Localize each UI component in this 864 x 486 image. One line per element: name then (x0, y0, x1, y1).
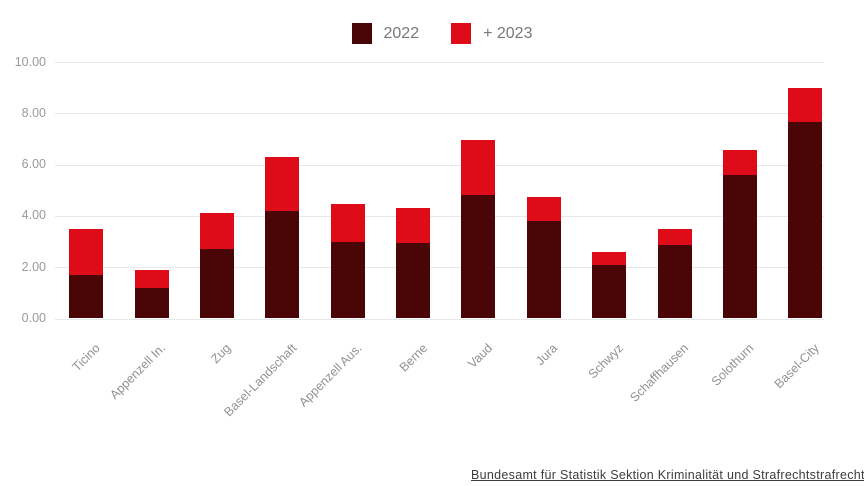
bar-segment (657, 245, 692, 319)
bar-segment (199, 249, 234, 319)
bar-segment (461, 195, 496, 319)
chart-legend: 2022 + 2023 (10, 23, 864, 44)
bar-segment (265, 210, 300, 319)
x-axis-label: Zug (208, 341, 234, 367)
bar-segment (134, 287, 169, 319)
x-axis-label: Basel-City (772, 341, 823, 392)
bar-segment (396, 208, 431, 243)
x-axis-label: Schaffhausen (627, 341, 692, 405)
bar-segment (461, 140, 496, 196)
y-axis-tick-label: 4.00 (21, 208, 46, 223)
legend-item-2022[interactable]: 2022 (351, 23, 420, 44)
bar-segment (69, 274, 104, 319)
y-axis-tick-label: 6.00 (21, 157, 46, 172)
bar-segment (592, 264, 627, 319)
x-axis-label: Ticino (69, 341, 104, 375)
legend-label-2023: + 2023 (483, 24, 533, 42)
bar-segment (134, 269, 169, 288)
legend-swatch-2022 (351, 23, 372, 44)
y-axis-tick-label: 0.00 (21, 311, 46, 325)
bar-segment (657, 228, 692, 246)
bar-segment (526, 196, 561, 222)
y-axis-tick-label: 8.00 (21, 105, 46, 120)
bar-segment (722, 150, 757, 175)
bar-segment (199, 213, 234, 250)
x-axis-label: Jura (533, 341, 561, 369)
bar-segment (265, 156, 300, 211)
gridline (55, 318, 824, 320)
bar-segment (69, 228, 104, 275)
x-axis-label: Basel-Landschaft (221, 341, 300, 420)
bar-segment (330, 204, 365, 242)
legend-label-2022: 2022 (383, 24, 420, 42)
bar-segment (526, 221, 561, 319)
y-axis-tick-label: 10.00 (14, 54, 46, 69)
x-axis-label: Appenzell Aus. (296, 341, 365, 410)
gridline (55, 215, 824, 217)
bar-segment (330, 241, 365, 319)
bar-segment (592, 251, 627, 265)
gridline (55, 62, 824, 63)
bar-segment (722, 174, 757, 319)
x-axis-label: Appenzell In. (107, 341, 169, 403)
legend-item-2023[interactable]: + 2023 (451, 23, 532, 44)
x-axis-label: Vaud (465, 341, 496, 371)
legend-swatch-2023 (451, 23, 472, 44)
y-axis-tick-label: 2.00 (21, 259, 46, 274)
bar-segment (788, 87, 823, 123)
bar-segment (396, 242, 431, 319)
gridline (55, 267, 824, 269)
source-link[interactable]: Bundesamt für Statistik Sektion Kriminal… (471, 468, 864, 482)
gridline (55, 164, 824, 166)
x-axis-label: Solothurn (709, 341, 757, 389)
x-axis-label: Berne (396, 341, 430, 375)
gridline (55, 113, 824, 115)
x-axis-label: Schwyz (585, 341, 627, 382)
bar-segment (788, 122, 823, 319)
